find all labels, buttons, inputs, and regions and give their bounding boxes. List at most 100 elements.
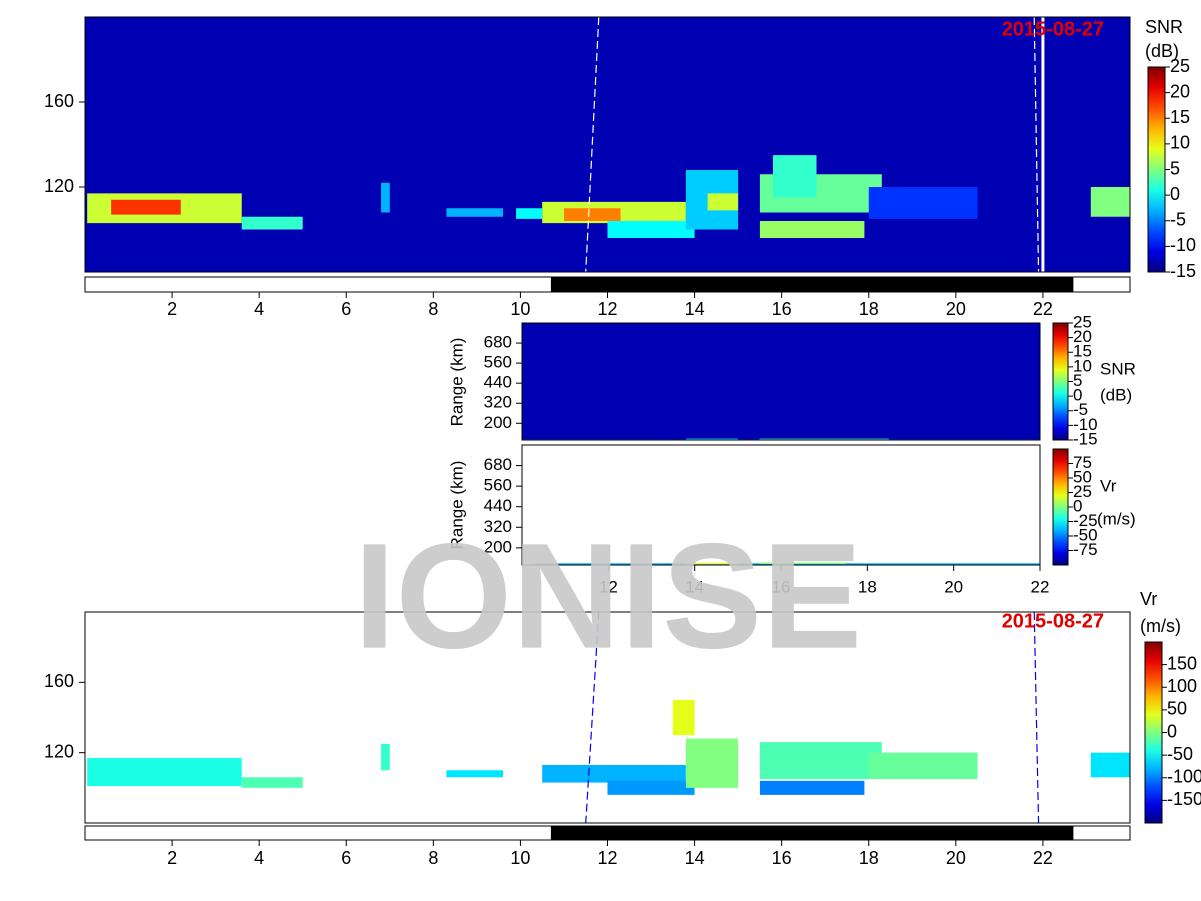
cell bbox=[686, 562, 738, 565]
cell bbox=[607, 221, 695, 238]
colorbar-tick-label: -50 bbox=[1167, 744, 1193, 764]
colorbar bbox=[1147, 66, 1166, 273]
colorbar-tick-label: 5 bbox=[1073, 371, 1082, 390]
colorbar-tick-label: 25 bbox=[1170, 56, 1190, 76]
cells bbox=[87, 155, 1130, 238]
colorbar bbox=[1052, 322, 1069, 441]
colorbar-title: Vr bbox=[1140, 589, 1157, 609]
y-tick-label: 320 bbox=[484, 393, 512, 412]
x-tick-label: 22 bbox=[1033, 299, 1053, 319]
cell bbox=[686, 438, 738, 440]
y-tick-label: 440 bbox=[484, 496, 512, 515]
x-tick-label: 2 bbox=[167, 299, 177, 319]
colorbar-title: SNR bbox=[1145, 17, 1183, 37]
x-tick-label: 20 bbox=[944, 577, 963, 596]
plot-area bbox=[522, 323, 1040, 440]
colorbar-tick-label: 50 bbox=[1167, 699, 1187, 719]
colorbar-tick-label: 5 bbox=[1170, 158, 1180, 178]
x-tick-label: 12 bbox=[599, 577, 618, 596]
y-tick-label: 680 bbox=[484, 333, 512, 352]
cell bbox=[759, 221, 865, 238]
x-tick-label: 22 bbox=[1031, 577, 1050, 596]
colorbar-tick-label: -50 bbox=[1073, 525, 1098, 544]
colorbar bbox=[1052, 448, 1069, 566]
colorbar-title: (dB) bbox=[1100, 385, 1132, 404]
cells bbox=[534, 562, 1040, 565]
cell bbox=[381, 182, 390, 213]
cells bbox=[87, 699, 1130, 795]
colorbar-title: (dB) bbox=[1145, 41, 1179, 61]
plot-frame bbox=[84, 16, 1131, 273]
cell bbox=[446, 208, 503, 217]
colorbar-tick-label: -5 bbox=[1170, 210, 1186, 230]
colorbar-tick-label: -15 bbox=[1170, 261, 1196, 281]
x-tick-label: 10 bbox=[510, 848, 530, 868]
cell bbox=[868, 187, 978, 219]
x-tick-label: 4 bbox=[254, 299, 264, 319]
cell bbox=[672, 699, 695, 736]
cell bbox=[446, 770, 503, 778]
cell bbox=[868, 752, 978, 780]
x-tick-label: 12 bbox=[597, 848, 617, 868]
cell bbox=[241, 216, 303, 230]
x-tick-label: 6 bbox=[341, 848, 351, 868]
x-tick-label: 14 bbox=[685, 577, 704, 596]
cell bbox=[1090, 752, 1130, 778]
cell bbox=[111, 199, 181, 215]
colorbar-tick-label: 15 bbox=[1073, 342, 1092, 361]
terminator bbox=[1033, 16, 1040, 273]
y-tick-label: 440 bbox=[484, 373, 512, 392]
x-tick-label: 14 bbox=[685, 848, 705, 868]
night-bar bbox=[550, 277, 1074, 292]
colorbar-tick-label: 15 bbox=[1170, 107, 1190, 127]
y-axis-label: Range (km) bbox=[447, 461, 466, 550]
y-tick-label: 680 bbox=[484, 455, 512, 474]
colorbar-tick-label: 0 bbox=[1167, 721, 1177, 741]
cell bbox=[381, 743, 390, 771]
colorbar-tick-label: -5 bbox=[1073, 400, 1088, 419]
colorbar-tick-label: 10 bbox=[1073, 356, 1092, 375]
date-label: 2015-08-27 bbox=[1002, 610, 1104, 632]
x-tick-label: 18 bbox=[859, 299, 879, 319]
cell bbox=[759, 562, 846, 564]
x-tick-label: 12 bbox=[597, 299, 617, 319]
x-tick-label: 2 bbox=[167, 848, 177, 868]
terminator bbox=[585, 16, 600, 273]
colorbar-tick-label: -75 bbox=[1073, 540, 1098, 559]
terminator bbox=[1033, 611, 1040, 824]
cell bbox=[563, 208, 621, 221]
colorbar-tick-label: 150 bbox=[1167, 653, 1197, 673]
plot-frame bbox=[84, 611, 1131, 824]
x-tick-label: 20 bbox=[946, 299, 966, 319]
x-tick-label: 4 bbox=[254, 848, 264, 868]
x-tick-label: 8 bbox=[428, 299, 438, 319]
y-tick-label: 160 bbox=[44, 91, 74, 111]
x-tick-label: 18 bbox=[859, 848, 879, 868]
plot-area bbox=[522, 445, 1040, 565]
colorbar-tick-label: -10 bbox=[1073, 415, 1098, 434]
y-tick-label: 560 bbox=[484, 476, 512, 495]
cell bbox=[685, 738, 739, 788]
colorbar-tick-label: -15 bbox=[1073, 429, 1098, 448]
colorbar-tick-label: 0 bbox=[1073, 496, 1082, 515]
y-tick-label: 120 bbox=[44, 176, 74, 196]
x-tick-label: 18 bbox=[858, 577, 877, 596]
x-tick-label: 14 bbox=[685, 299, 705, 319]
x-tick-label: 10 bbox=[510, 299, 530, 319]
cell bbox=[772, 155, 817, 198]
colorbar-tick-label: 20 bbox=[1170, 81, 1190, 101]
x-tick-label: 8 bbox=[428, 848, 438, 868]
colorbar-tick-label: -150 bbox=[1167, 789, 1201, 809]
y-tick-label: 200 bbox=[484, 413, 512, 432]
x-tick-label: 20 bbox=[946, 848, 966, 868]
cell bbox=[759, 742, 882, 780]
colorbar-tick-label: 100 bbox=[1167, 676, 1197, 696]
y-tick-label: 320 bbox=[484, 517, 512, 536]
colorbar-title: (m/s) bbox=[1140, 616, 1181, 636]
cell bbox=[516, 208, 543, 219]
cell bbox=[87, 757, 242, 787]
colorbar-tick-label: 25 bbox=[1073, 482, 1092, 501]
colorbar-tick-label: 0 bbox=[1073, 386, 1082, 405]
y-tick-label: 560 bbox=[484, 353, 512, 372]
colorbar-tick-label: 0 bbox=[1170, 184, 1180, 204]
